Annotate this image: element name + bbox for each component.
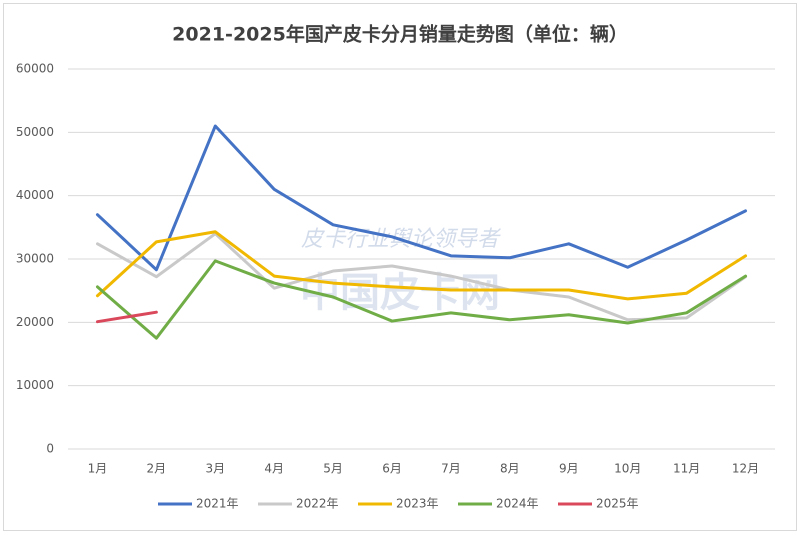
legend-label: 2021年 [196, 497, 239, 511]
series-line [95, 232, 748, 322]
x-tick-label: 9月 [559, 462, 579, 476]
x-tick-label: 1月 [88, 462, 108, 476]
x-tick-label: 12月 [732, 462, 759, 476]
chart-title: 2021-2025年国产皮卡分月销量走势图（单位：辆） [172, 23, 628, 46]
y-tick-label: 60000 [16, 62, 54, 76]
x-tick-label: 8月 [500, 462, 520, 476]
series-line [95, 310, 158, 324]
y-tick-label: 50000 [16, 125, 54, 139]
x-tick-label: 10月 [614, 462, 641, 476]
x-tick-label: 11月 [673, 462, 700, 476]
y-tick-label: 0 [46, 442, 54, 456]
y-tick-label: 10000 [16, 378, 54, 392]
x-tick-label: 6月 [382, 462, 402, 476]
y-tick-label: 20000 [16, 315, 54, 329]
x-tick-label: 4月 [264, 462, 284, 476]
legend-label: 2024年 [496, 497, 539, 511]
x-tick-label: 7月 [441, 462, 461, 476]
series-line [95, 259, 748, 340]
series-line [95, 230, 748, 301]
x-tick-label: 5月 [323, 462, 343, 476]
series-line [95, 124, 748, 272]
watermark: 中国皮卡网 [300, 270, 500, 316]
x-tick-label: 2月 [147, 462, 167, 476]
y-tick-label: 30000 [16, 252, 54, 266]
legend-label: 2025年 [596, 497, 639, 511]
legend-label: 2022年 [296, 497, 339, 511]
y-tick-label: 40000 [16, 188, 54, 202]
x-tick-label: 3月 [205, 462, 225, 476]
legend-label: 2023年 [396, 497, 439, 511]
